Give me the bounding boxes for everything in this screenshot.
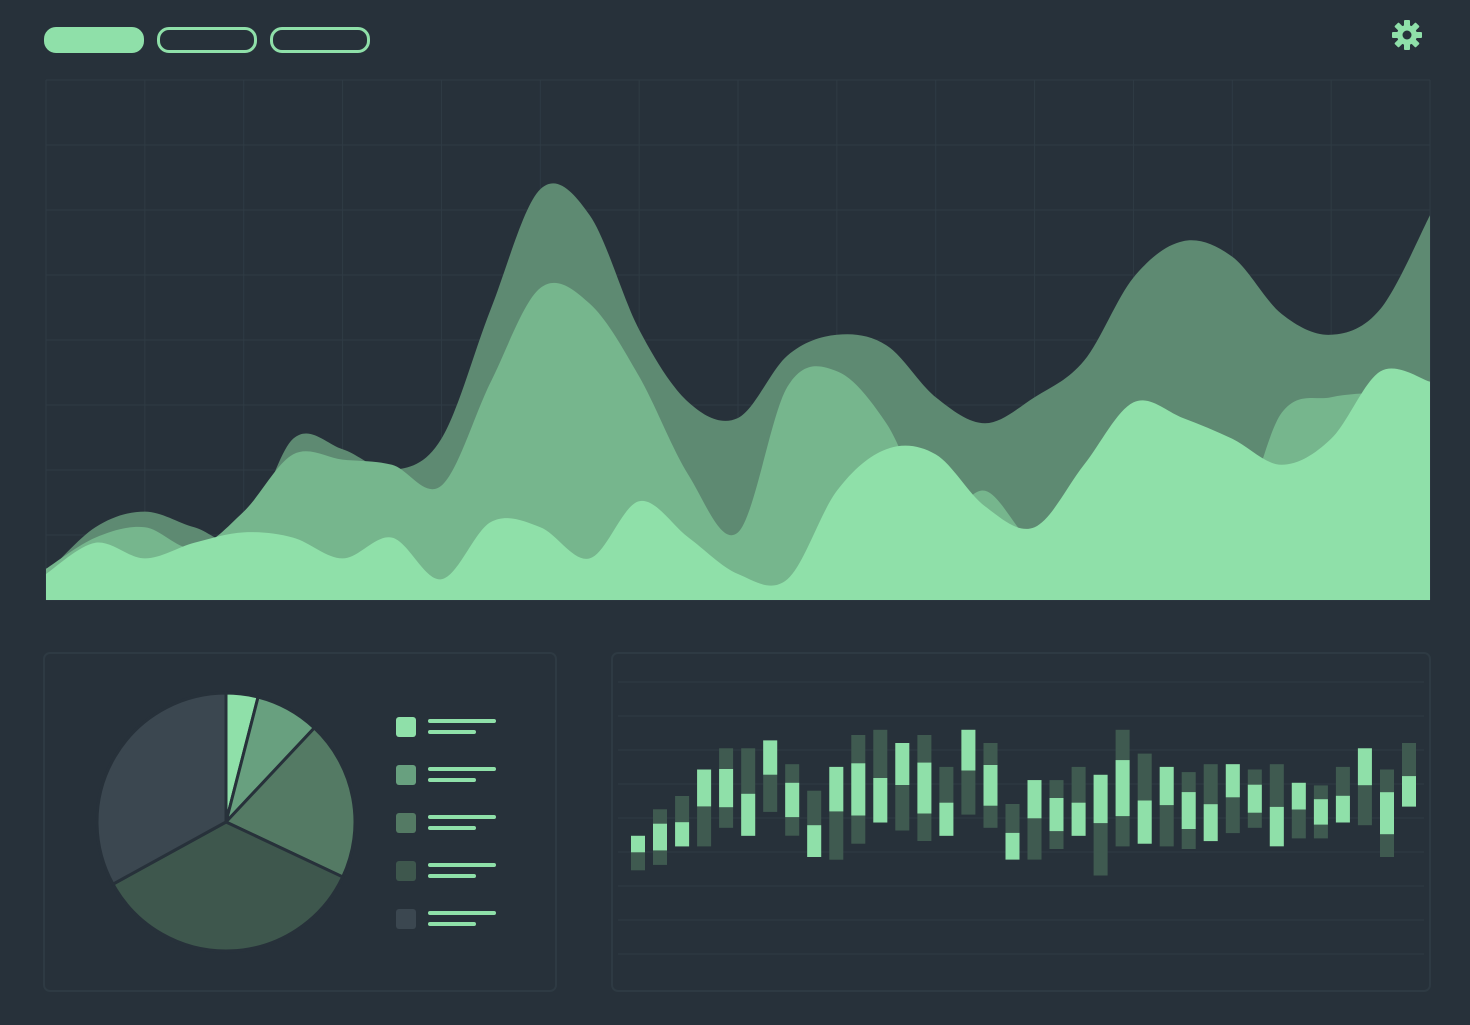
legend-swatch-4 — [396, 861, 416, 881]
area-series-2 — [46, 282, 1430, 600]
bar-body-23 — [1115, 760, 1130, 817]
bar-body-35 — [1380, 792, 1394, 835]
bar-body-26 — [1181, 792, 1196, 829]
bar-body-22 — [1093, 774, 1108, 824]
pie-slice-3 — [224, 726, 357, 879]
bar-body-21 — [1071, 802, 1086, 836]
gear-icon[interactable] — [1389, 17, 1425, 53]
pie-chart — [95, 691, 357, 953]
bar-body-19 — [1027, 780, 1042, 819]
legend-swatch-1 — [396, 717, 416, 737]
tab-1[interactable] — [44, 27, 144, 53]
area-chart — [46, 183, 1430, 600]
bar-body-2 — [653, 823, 667, 851]
bar-body-17 — [983, 765, 998, 806]
bar-body-20 — [1049, 798, 1064, 832]
legend-swatch-3 — [396, 813, 416, 833]
bar-body-4 — [697, 769, 712, 807]
bar-body-6 — [741, 793, 756, 836]
bar-body-15 — [939, 802, 954, 836]
bar-body-29 — [1247, 784, 1262, 813]
tab-3[interactable] — [270, 27, 370, 53]
bar-body-36 — [1402, 776, 1416, 807]
bar-body-16 — [961, 729, 976, 771]
bar-body-24 — [1137, 800, 1152, 844]
bar-body-25 — [1159, 766, 1174, 806]
bar-body-1 — [631, 835, 645, 853]
bar-body-30 — [1269, 806, 1284, 847]
bar-body-32 — [1313, 799, 1328, 825]
bar-body-9 — [807, 825, 822, 857]
pie-panel — [43, 652, 557, 992]
bar-panel — [611, 652, 1431, 992]
bar-body-28 — [1225, 764, 1240, 798]
tab-bar — [44, 27, 370, 53]
bar-body-13 — [895, 743, 910, 785]
pie-slice-5 — [95, 691, 228, 886]
bar-body-12 — [873, 778, 888, 823]
bar-body-27 — [1203, 804, 1218, 842]
bar-body-31 — [1291, 782, 1306, 810]
bar-body-5 — [719, 769, 734, 808]
bar-body-18 — [1005, 832, 1020, 860]
area-series-3 — [46, 368, 1430, 600]
legend-swatch-2 — [396, 765, 416, 785]
bar-body-14 — [917, 762, 932, 814]
bar-body-34 — [1357, 748, 1372, 786]
bar-body-10 — [829, 766, 844, 812]
bar-body-3 — [675, 822, 690, 847]
bar-body-8 — [785, 782, 800, 818]
floating-bar-chart — [631, 729, 1416, 876]
legend-swatch-5 — [396, 909, 416, 929]
tab-2[interactable] — [157, 27, 257, 53]
bar-body-11 — [851, 763, 866, 816]
pie-legend — [396, 717, 496, 929]
bar-body-33 — [1335, 795, 1350, 823]
bar-body-7 — [763, 740, 778, 775]
